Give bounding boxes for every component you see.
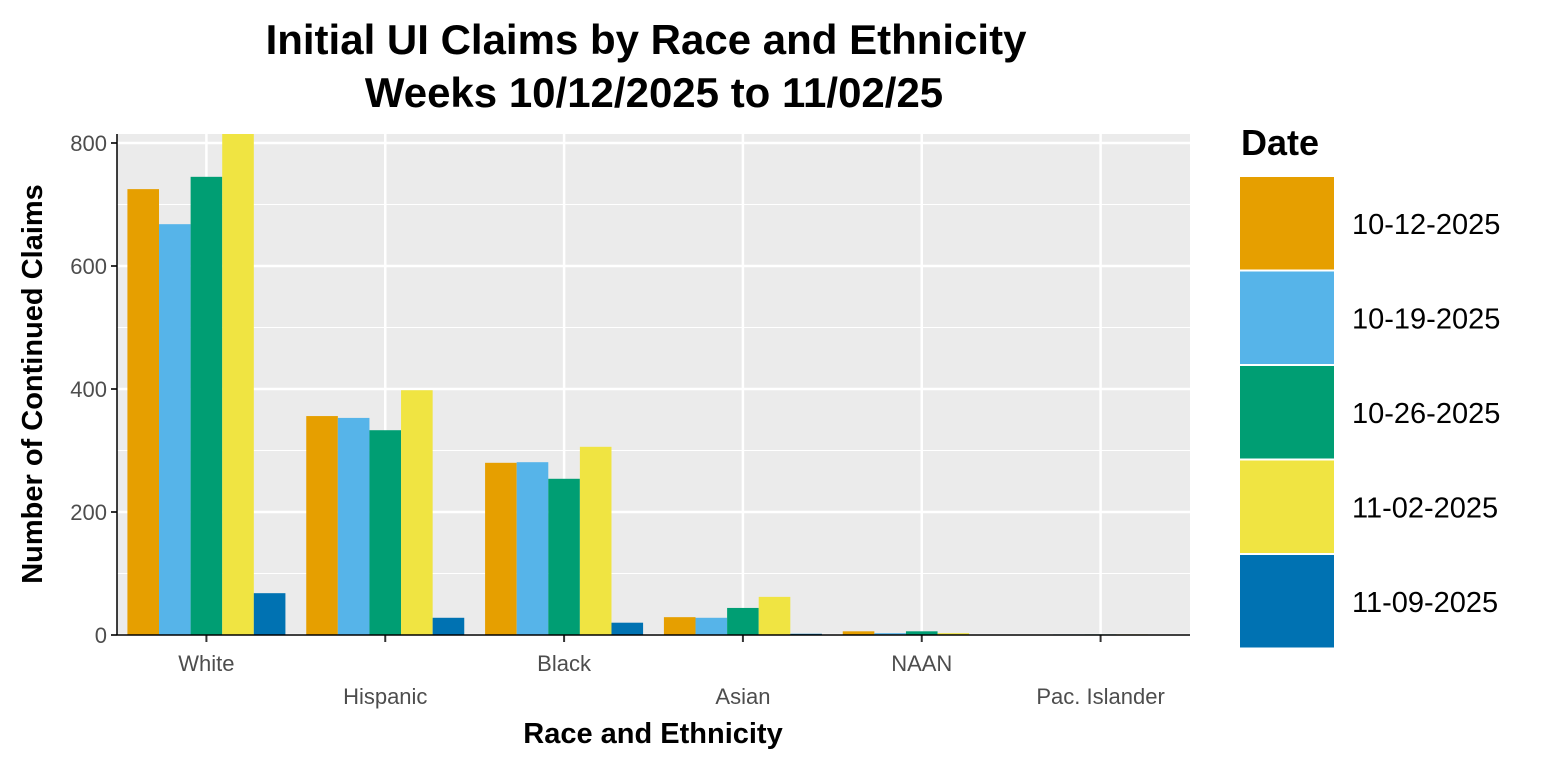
bar-white-11-09-2025 — [253, 593, 286, 635]
y-tick-label: 0 — [95, 623, 107, 648]
x-tick-label: Asian — [715, 684, 770, 709]
bar-asian-10-12-2025 — [663, 617, 696, 635]
x-tick-label: Black — [537, 651, 592, 676]
legend-label: 10-12-2025 — [1352, 209, 1500, 241]
bar-hispanic-11-09-2025 — [432, 617, 465, 635]
legend-label: 11-02-2025 — [1352, 493, 1498, 525]
y-tick-label: 400 — [70, 377, 107, 402]
legend-label: 10-19-2025 — [1352, 304, 1500, 336]
y-tick-label: 600 — [70, 254, 107, 279]
bar-asian-11-02-2025 — [758, 596, 791, 635]
plot-panel — [117, 134, 1190, 635]
x-tick-label: NAAN — [891, 651, 952, 676]
x-tick-label: White — [178, 651, 234, 676]
bar-naan-10-12-2025 — [842, 631, 875, 635]
bar-hispanic-11-02-2025 — [401, 390, 433, 635]
y-tick-label: 200 — [70, 500, 107, 525]
y-axis-label: Number of Continued Claims — [17, 184, 49, 584]
bar-asian-10-26-2025 — [727, 607, 759, 635]
x-tick-label: Hispanic — [343, 684, 427, 709]
chart-subtitle: Weeks 10/12/2025 to 11/02/25 — [365, 69, 943, 116]
bar-black-11-09-2025 — [611, 622, 644, 635]
bar-black-11-02-2025 — [579, 446, 612, 635]
bar-naan-10-26-2025 — [905, 631, 938, 635]
bar-naan-11-02-2025 — [937, 633, 970, 635]
x-axis-label: Race and Ethnicity — [523, 718, 782, 750]
bar-hispanic-10-26-2025 — [369, 430, 402, 635]
legend-key — [1240, 555, 1334, 648]
legend-key — [1240, 460, 1334, 553]
legend-key — [1240, 271, 1334, 364]
bar-asian-10-19-2025 — [695, 617, 728, 635]
x-tick-label: Pac. Islander — [1036, 684, 1164, 709]
bar-white-10-26-2025 — [190, 176, 223, 635]
y-tick-label: 800 — [70, 131, 107, 156]
bar-naan-10-19-2025 — [874, 633, 906, 635]
chart-title: Initial UI Claims by Race and Ethnicity — [266, 16, 1028, 63]
bar-white-11-02-2025 — [222, 134, 254, 635]
legend-key — [1240, 177, 1334, 270]
bar-white-10-19-2025 — [159, 224, 191, 635]
bar-black-10-19-2025 — [516, 462, 549, 635]
bar-hispanic-10-19-2025 — [337, 417, 370, 635]
bar-black-10-12-2025 — [485, 462, 517, 635]
legend-key — [1240, 366, 1334, 459]
bar-black-10-26-2025 — [548, 478, 580, 635]
legend-title: Date — [1241, 122, 1319, 163]
legend-label: 10-26-2025 — [1352, 398, 1500, 430]
bar-white-10-12-2025 — [127, 189, 160, 635]
legend-label: 11-09-2025 — [1352, 587, 1498, 619]
bar-hispanic-10-12-2025 — [306, 416, 338, 635]
